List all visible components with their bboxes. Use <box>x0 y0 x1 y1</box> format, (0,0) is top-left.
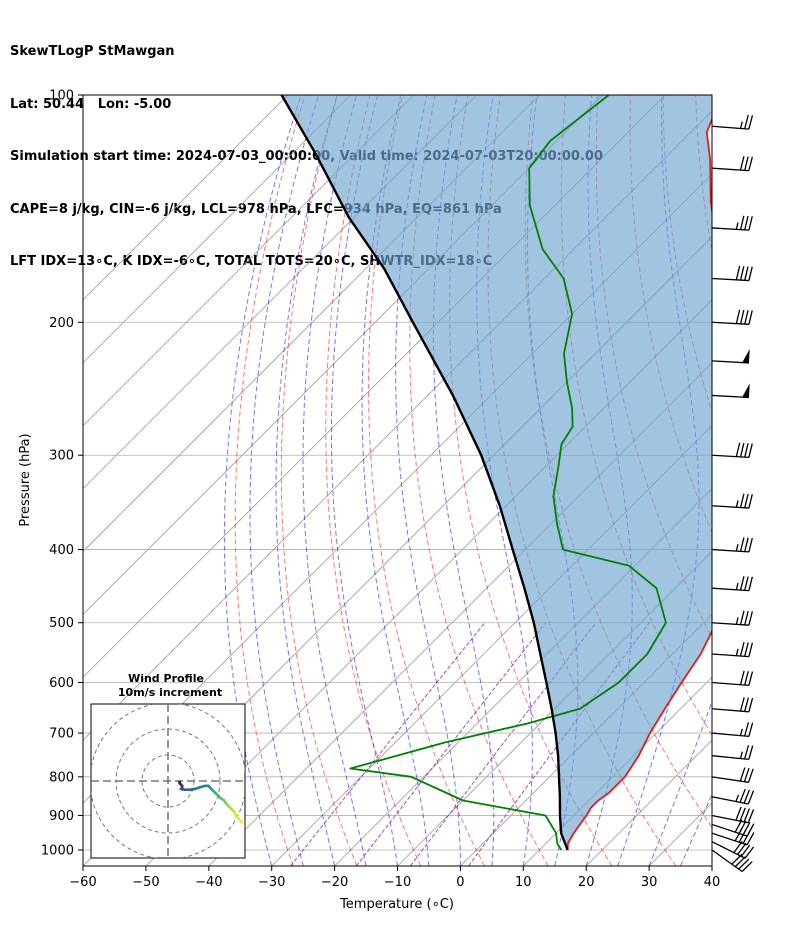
x-tick-label: −30 <box>258 875 285 890</box>
dry-adiabat-line <box>234 95 306 866</box>
dry-adiabat-line <box>728 95 794 866</box>
hodograph-title: Wind Profile <box>128 672 204 685</box>
wind-barb <box>711 840 755 859</box>
x-tick-label: 0 <box>456 875 464 890</box>
x-axis-title: Temperature (∘C) <box>339 897 454 912</box>
dry-adiabat-line <box>409 95 549 866</box>
moist-adiabat-line <box>432 95 495 866</box>
isotherm-line <box>83 95 289 301</box>
wind-barb <box>711 348 750 364</box>
y-tick-label: 500 <box>49 616 74 631</box>
y-axis-ticks: 1000 900 800 700 600 500 400 300 200 100 <box>41 89 83 859</box>
wind-barb <box>711 156 753 172</box>
wind-barb <box>711 745 754 761</box>
y-tick-label: 400 <box>49 543 74 558</box>
moist-adiabat-line <box>223 95 302 866</box>
x-tick-label: −10 <box>384 875 411 890</box>
wind-barb <box>711 819 755 837</box>
wind-barb <box>711 576 753 592</box>
y-tick-label: 800 <box>49 770 74 785</box>
y-tick-label: 300 <box>49 449 74 464</box>
x-tick-label: 30 <box>641 875 658 890</box>
y-tick-label: 200 <box>49 316 74 331</box>
hodograph-segment <box>235 815 244 824</box>
wind-barb <box>711 215 753 231</box>
cape-area <box>281 95 712 850</box>
y-axis-title: Pressure (hPa) <box>18 433 33 526</box>
y-tick-label: 900 <box>49 809 74 824</box>
hodograph-subtitle: 10m/s increment <box>118 686 222 699</box>
isotherm-line <box>83 95 414 427</box>
wind-barb <box>711 265 753 282</box>
moist-adiabat-line <box>617 95 700 866</box>
y-tick-label: 600 <box>49 676 74 691</box>
wind-barb <box>711 788 755 805</box>
y-tick-label: 1000 <box>41 844 74 859</box>
mixing-ratio-line <box>290 622 486 866</box>
dewpoint-line <box>349 95 667 851</box>
title-line-location: Lat: 50.44 Lon: -5.00 <box>10 96 172 112</box>
moist-adiabat-line <box>249 95 320 866</box>
wind-barb <box>711 722 754 738</box>
moist-adiabat-line <box>648 699 712 866</box>
moist-adiabat-line <box>711 864 712 866</box>
x-axis-ticks: −60 −50 −40 −30 −20 −10 0 10 20 30 40 <box>69 866 720 890</box>
mixing-ratio-line <box>355 622 547 866</box>
wind-barb <box>711 610 753 626</box>
wind-barb <box>711 806 755 824</box>
moist-adiabat-line <box>275 95 338 866</box>
isotherm-line <box>83 95 352 364</box>
parcel-line <box>280 95 569 851</box>
hodograph-inset: Wind Profile 10m/s increment <box>90 672 246 859</box>
y-tick-label: 100 <box>49 89 74 104</box>
title-line-station: SkewTLogP StMawgan <box>10 44 175 59</box>
x-tick-label: 10 <box>515 875 532 890</box>
x-tick-label: −50 <box>132 875 159 890</box>
isotherm-line <box>83 95 477 490</box>
x-tick-label: −40 <box>195 875 222 890</box>
wind-barb <box>711 493 753 509</box>
isotherm-line <box>397 550 712 866</box>
wind-barb <box>711 383 750 399</box>
wind-barb <box>711 114 754 130</box>
moist-adiabat-line <box>302 95 367 866</box>
x-tick-label: −20 <box>321 875 348 890</box>
dry-adiabat-line <box>368 95 485 866</box>
moist-adiabat-line <box>361 95 430 866</box>
profile-lines <box>280 95 712 851</box>
isotherm-line <box>523 676 712 866</box>
wind-barb <box>711 309 753 325</box>
cape-shading <box>281 95 712 850</box>
moist-adiabat-line <box>395 95 461 866</box>
wind-barbs <box>711 114 755 873</box>
wind-barb <box>711 537 753 553</box>
isotherm-line <box>711 865 712 866</box>
temperature-line <box>566 116 712 851</box>
dry-adiabat-line <box>761 95 794 866</box>
moist-adiabat-line <box>680 793 712 866</box>
dry-adiabat-line <box>280 95 358 866</box>
wind-barb <box>711 442 753 459</box>
wind-barb <box>711 849 753 873</box>
wind-barb <box>711 670 754 686</box>
dry-adiabat-line <box>449 95 613 866</box>
x-tick-label: 20 <box>578 875 595 890</box>
moist-adiabat-line <box>331 95 398 866</box>
x-tick-label: −60 <box>69 875 96 890</box>
y-tick-label: 700 <box>49 727 74 742</box>
x-tick-label: 40 <box>704 875 721 890</box>
wind-barb <box>711 697 754 713</box>
wind-barb <box>711 767 754 783</box>
wind-barb <box>711 642 754 658</box>
